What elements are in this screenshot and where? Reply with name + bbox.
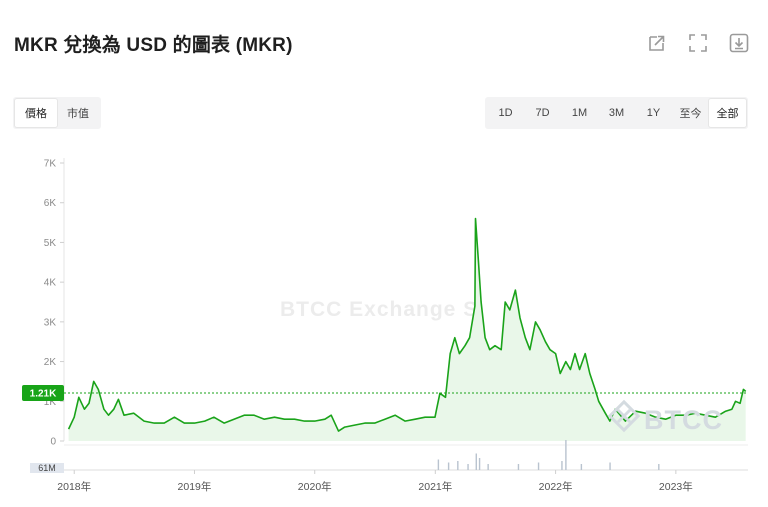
download-icon[interactable] [728,32,750,54]
y-tick-label: 5K [44,238,57,249]
metric-tabs: 價格 市值 [13,97,101,129]
tab-market-cap[interactable]: 市值 [67,108,89,120]
volume-bar [580,464,583,470]
volume-bar [467,464,469,470]
volume-bar [658,464,660,470]
x-tick-label: 2021年 [418,480,452,493]
share-icon[interactable] [646,32,668,54]
range-ytd[interactable]: 至今 [679,108,702,120]
range-3m[interactable]: 3M [608,107,625,119]
volume-bar [561,461,563,470]
volume-bar [457,461,459,470]
y-tick-label: 1K [44,397,57,408]
current-price-label: 1.21K [30,388,57,399]
range-1m[interactable]: 1M [571,107,588,119]
page-title: MKR 兌換為 USD 的圖表 (MKR) [14,35,293,56]
y-tick-label: 4K [44,278,57,289]
range-1d[interactable]: 1D [498,107,513,119]
volume-bar [475,453,477,470]
x-tick-label: 2018年 [57,480,91,493]
tab-price[interactable]: 價格 [15,99,57,127]
chart-watermark: BTCC Exchange S [280,298,478,321]
volume-bar [447,462,450,470]
range-all[interactable]: 全部 [709,99,746,127]
volume-bar [487,464,489,470]
fullscreen-icon[interactable] [687,32,709,54]
volume-bar [609,462,611,470]
brand-text: BTCC [644,405,723,435]
y-axis: 0 1K 2K 3K 4K 5K 6K 7K [44,158,65,448]
y-tick-label: 0 [50,437,56,448]
y-tick-label: 6K [44,198,57,209]
price-area-fill [68,218,746,441]
volume-bar [478,458,481,470]
current-price-tag: 1.21K [22,384,64,401]
x-tick-label: 2023年 [659,480,693,493]
price-line [67,217,747,432]
y-tick-label: 7K [44,159,57,170]
x-tick-label: 2022年 [539,480,573,493]
range-1y[interactable]: 1Y [646,107,661,119]
volume-bar [517,464,520,470]
x-axis: 2018年 2019年 2020年 2021年 2022年 2023年 [57,470,693,493]
x-tick-label: 2020年 [298,480,332,493]
x-tick-label: 2019年 [178,480,212,493]
price-chart[interactable]: BTCC Exchange S 0 1K 2K 3K 4K 5K 6K 7K 1.21K BT… [0,150,768,507]
range-7d[interactable]: 7D [535,107,550,119]
volume-bar [565,440,567,470]
y-tick-label: 2K [44,357,57,368]
volume-bar [537,462,540,470]
range-tabs: 1D 7D 1M 3M 1Y 至今 全部 [485,97,748,129]
volume-panel: 61M [30,440,748,473]
y-tick-label: 3K [44,317,57,328]
chart-toolbar [646,32,750,54]
volume-axis-label: 61M [38,463,56,473]
volume-bar [437,459,440,470]
brand-mark: BTCC [607,399,723,435]
